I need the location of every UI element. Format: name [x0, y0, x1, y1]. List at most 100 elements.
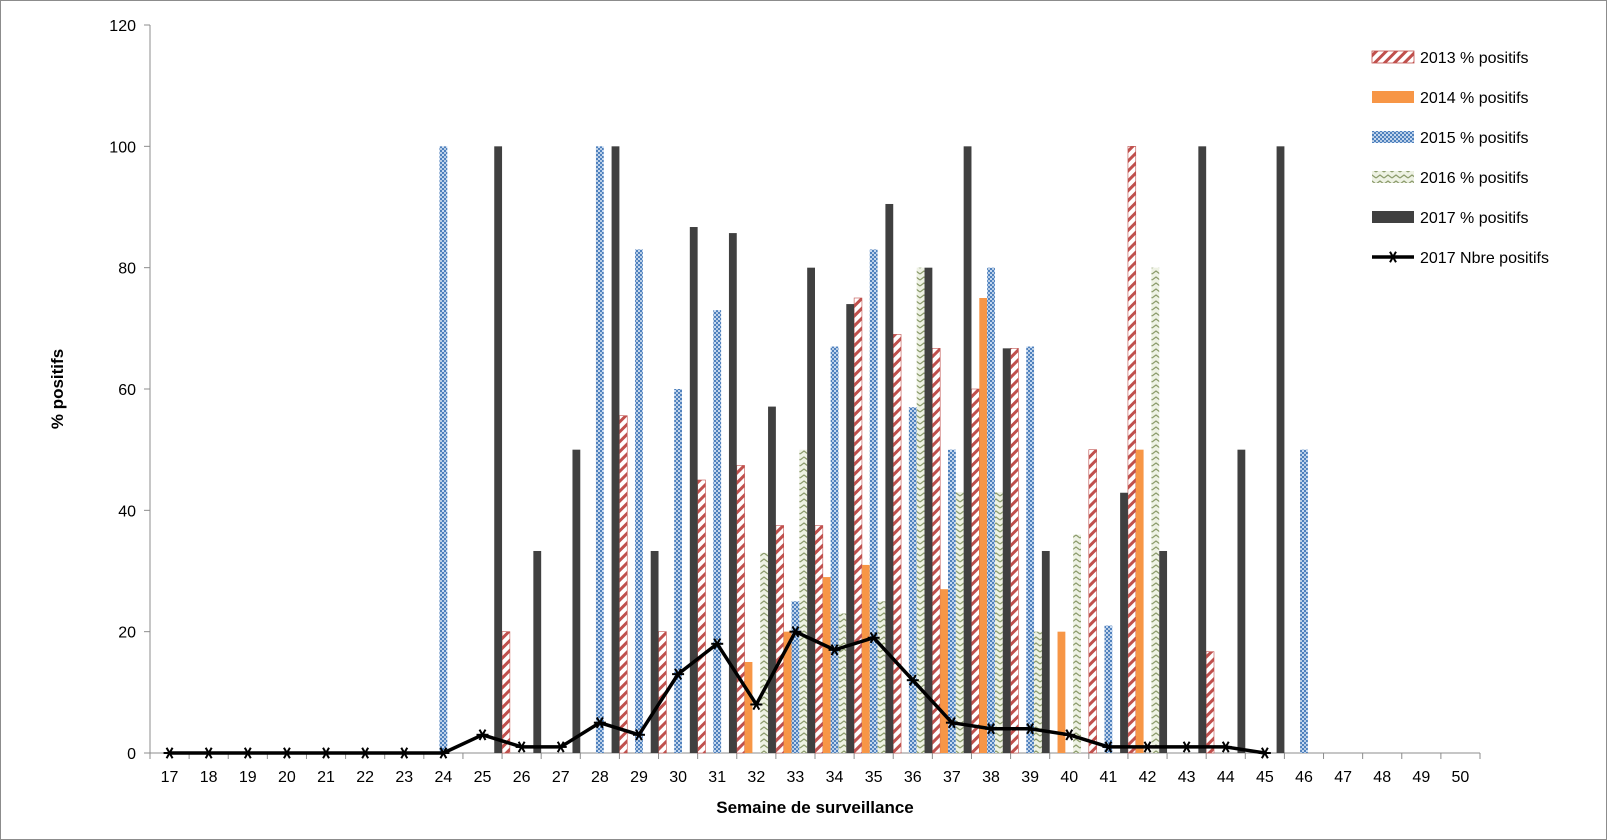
line-point — [789, 625, 802, 638]
line-point — [906, 674, 919, 686]
bar-2016-positifs — [1151, 267, 1160, 753]
bar-2017-positifs — [1237, 449, 1246, 753]
star-stroke — [243, 747, 252, 759]
x-tick-label: 37 — [943, 769, 961, 786]
x-tick-label: 46 — [1295, 769, 1313, 786]
x-tick-label: 41 — [1099, 769, 1117, 786]
x-tick-label: 18 — [200, 769, 218, 786]
star-stroke — [713, 638, 722, 650]
bar-2013-positifs — [1127, 146, 1137, 754]
bar-2017-positifs — [1041, 550, 1050, 753]
star-stroke — [556, 741, 565, 753]
x-tick-label: 44 — [1217, 769, 1235, 786]
x-tick-label: 20 — [278, 769, 296, 786]
legend-label: 2015 % positifs — [1420, 130, 1529, 147]
legend-swatch — [1371, 50, 1415, 64]
star-stroke — [204, 747, 213, 759]
star-stroke — [869, 632, 878, 644]
bar-2013-positifs — [814, 525, 824, 754]
star-stroke — [595, 716, 604, 729]
bar-2016-positifs — [838, 613, 847, 753]
x-tick-label: 22 — [356, 769, 374, 786]
bar-2013-positifs — [697, 479, 706, 754]
legend: 2013 % positifs 2014 % positifs 2015 % pos… — [1371, 50, 1549, 267]
x-tick-label: 19 — [239, 769, 257, 786]
bar-2015-positifs — [1026, 346, 1035, 753]
star-stroke — [948, 716, 956, 729]
line-point — [1102, 741, 1115, 753]
star-stroke — [1221, 741, 1230, 753]
x-tick-label: 48 — [1373, 769, 1391, 786]
line-point — [672, 668, 685, 680]
bar-2015-positifs — [439, 146, 448, 753]
bar-2015-positifs — [908, 407, 917, 753]
x-tick-label: 47 — [1334, 769, 1352, 786]
bar-2016-positifs — [994, 492, 1003, 753]
legend-swatch — [1372, 91, 1414, 103]
star-stroke — [635, 729, 643, 741]
bar-2015-positifs — [1300, 449, 1308, 753]
bar-2017-positifs — [846, 304, 855, 753]
bar-2014-positifs — [822, 577, 831, 753]
bar-2013-positifs — [932, 348, 941, 754]
legend-swatch — [1372, 131, 1414, 143]
x-tick-label: 29 — [630, 769, 648, 786]
bar-2016-positifs — [760, 552, 769, 753]
bar-2014-positifs — [861, 564, 870, 753]
line-point — [711, 638, 724, 650]
legend-swatch — [1372, 211, 1414, 223]
x-tick-label: 31 — [708, 769, 726, 786]
star-stroke — [1065, 729, 1074, 741]
bar-2016-positifs — [955, 492, 964, 753]
line-point — [359, 747, 372, 759]
star-stroke — [830, 644, 839, 656]
bar-2015-positifs — [713, 310, 722, 753]
x-tick-label: 36 — [904, 769, 922, 786]
x-tick-label: 38 — [982, 769, 1000, 786]
star-stroke — [400, 747, 409, 759]
star-stroke — [361, 747, 370, 759]
bar-2013-positifs — [971, 388, 980, 754]
x-tick-label: 34 — [826, 769, 844, 786]
line-point — [750, 698, 763, 711]
star-stroke — [517, 741, 526, 753]
bar-2014-positifs — [744, 662, 753, 753]
bar-2013-positifs — [619, 415, 628, 754]
line-point — [867, 632, 880, 644]
legend-swatch — [1372, 171, 1414, 183]
line-point — [163, 747, 176, 759]
x-tick-label: 23 — [395, 769, 413, 786]
legend-marker — [1387, 251, 1399, 263]
x-tick-label: 27 — [552, 769, 570, 786]
line-point — [828, 644, 841, 656]
star-stroke — [1389, 251, 1397, 263]
bar-2013-positifs — [1010, 348, 1019, 754]
line-point — [1063, 729, 1076, 741]
star-stroke — [478, 729, 487, 741]
bar-2014-positifs — [1135, 449, 1144, 753]
star-stroke — [752, 698, 761, 711]
x-tick-label: 33 — [787, 769, 805, 786]
bar-2017-positifs — [1120, 492, 1128, 753]
line-point — [202, 747, 215, 759]
line-point — [1024, 723, 1037, 735]
legend-label: 2016 % positifs — [1420, 170, 1529, 187]
bar-2017-positifs — [494, 146, 503, 753]
bar-2015-positifs — [791, 601, 800, 753]
bar-2015-positifs — [635, 249, 643, 753]
bar-2015-positifs — [674, 389, 682, 753]
x-tick-label: 24 — [434, 769, 452, 786]
line-point — [554, 741, 567, 753]
star-stroke — [322, 747, 330, 759]
y-axis-title: % positifs — [48, 349, 67, 429]
bar-2017-positifs — [807, 267, 815, 753]
x-tick-label: 49 — [1412, 769, 1430, 786]
line-point — [945, 716, 958, 729]
bar-2017-positifs — [1198, 146, 1207, 753]
bar-2013-positifs — [1088, 449, 1097, 754]
star-stroke — [1182, 741, 1191, 753]
line-point — [320, 747, 333, 759]
star-stroke — [987, 723, 995, 735]
star-stroke — [908, 674, 917, 686]
